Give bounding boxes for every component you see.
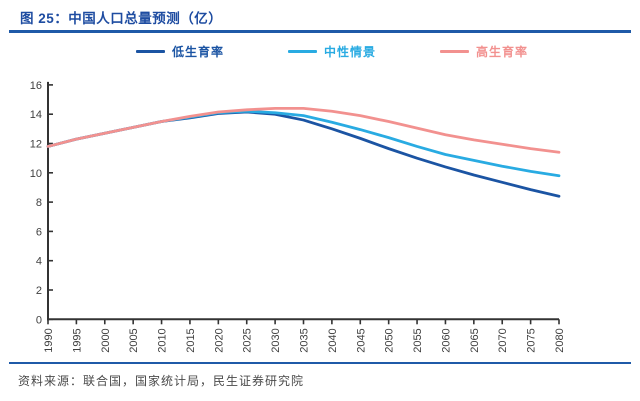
title-divider-rule: [9, 30, 631, 33]
figure-title: 图 25：中国人口总量预测（亿）: [20, 11, 223, 26]
legend-line-marker-medium: [287, 49, 317, 53]
y-tick-label: 14: [30, 109, 42, 121]
x-tick-label: 1995: [71, 328, 83, 352]
y-tick-label: 4: [36, 256, 42, 268]
x-tick-label: 2030: [270, 328, 282, 352]
y-tick-label: 10: [30, 168, 42, 180]
x-tick-label: 2000: [100, 328, 112, 352]
x-tick-label: 2050: [384, 328, 396, 352]
y-tick-label: 6: [36, 226, 42, 238]
legend-line-marker-high: [440, 49, 469, 53]
population-forecast-chart: 0 2 4 6 8 10 12 14 16 1990 1995 2000 2005 2010 2015 202…: [30, 80, 566, 353]
series-line-low: [46, 110, 561, 198]
legend-entry-medium: 中性情景: [287, 43, 376, 60]
x-tick-label: 2080: [554, 328, 566, 352]
legend-label-low: 低生育率: [171, 44, 224, 59]
x-tick-label: 2005: [128, 328, 140, 352]
legend-entry-high: 高生育率: [440, 43, 528, 60]
x-tick-label: 1990: [43, 328, 55, 352]
x-tick-label: 2055: [412, 328, 424, 352]
legend-label-high: 高生育率: [476, 44, 529, 59]
x-tick-label: 2070: [497, 328, 509, 352]
legend-label-medium: 中性情景: [323, 44, 376, 59]
footer-divider-rule: [9, 362, 631, 364]
x-tick-label: 2040: [327, 328, 339, 352]
x-tick-label: 2025: [242, 328, 254, 352]
y-tick-label: 2: [36, 285, 42, 297]
x-tick-label: 2010: [157, 328, 169, 352]
y-tick-label: 0: [36, 314, 42, 326]
x-tick-label: 2020: [213, 328, 225, 352]
x-tick-label: 2065: [469, 328, 481, 352]
x-tick-label: 2075: [526, 328, 538, 352]
chart-legend: 低生育率 中性情景 高生育率: [0, 41, 640, 61]
series-line-high: [46, 106, 561, 154]
y-tick-label: 8: [36, 197, 42, 209]
y-tick-label: 16: [30, 80, 42, 92]
x-tick-label: 2060: [440, 328, 452, 352]
source-note: 资料来源：联合国，国家统计局，民生证券研究院: [18, 374, 305, 388]
legend-line-marker-low: [135, 49, 165, 53]
x-tick-label: 2015: [185, 328, 197, 352]
x-tick-label: 2045: [355, 328, 367, 352]
y-tick-label: 12: [30, 139, 42, 151]
legend-entry-low: 低生育率: [135, 43, 224, 60]
x-tick-label: 2035: [299, 328, 311, 352]
